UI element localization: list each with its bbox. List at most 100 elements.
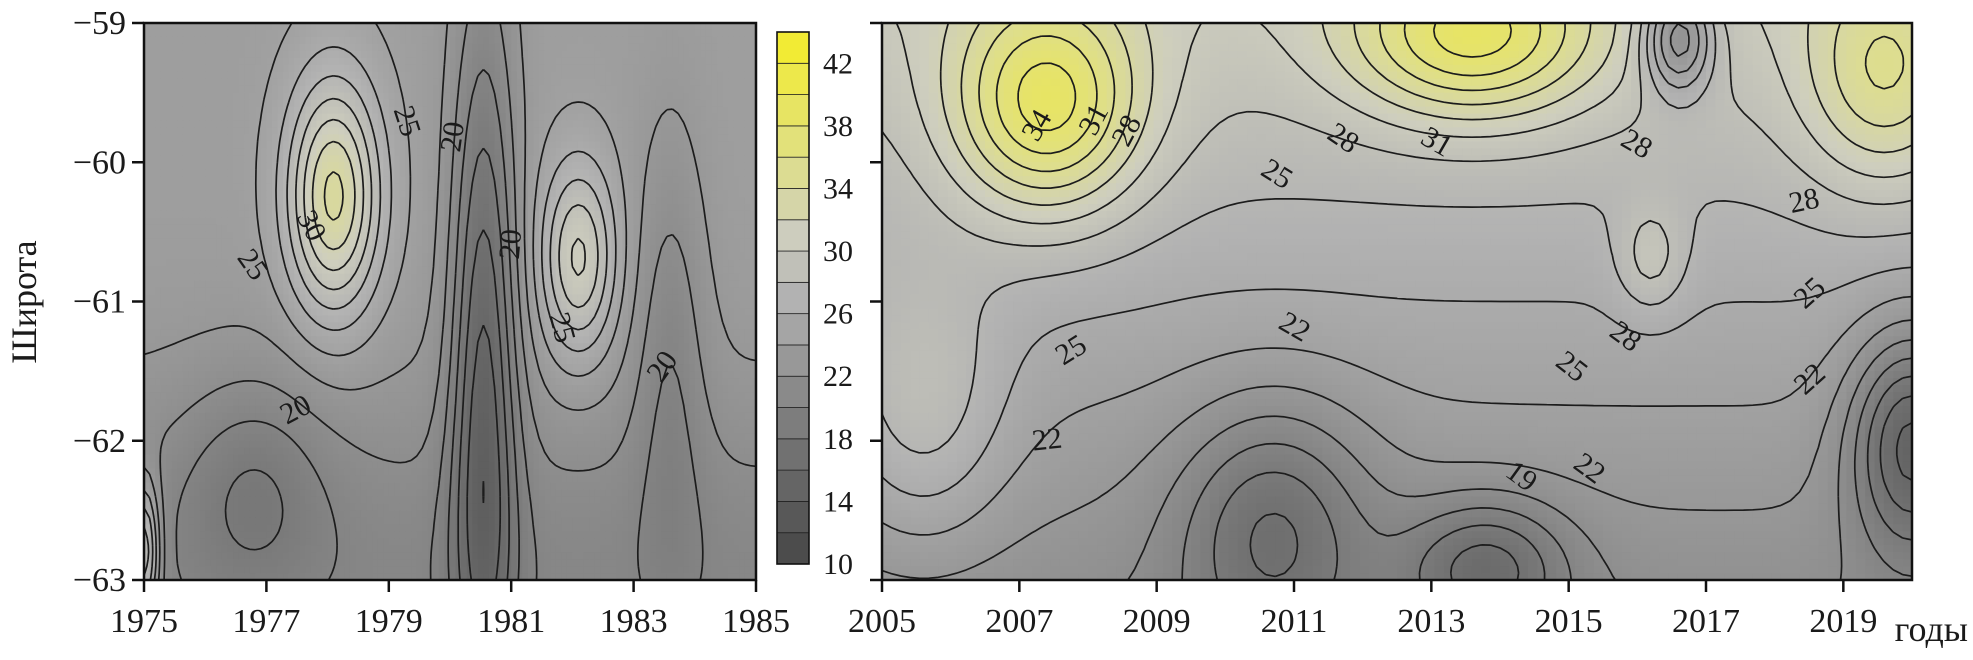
heatmap-cell	[477, 78, 484, 87]
heatmap-cell	[388, 92, 395, 101]
heatmap-cell	[349, 64, 357, 73]
heatmap-cell	[544, 217, 551, 226]
heatmap-cell	[288, 92, 295, 101]
heatmap-cell	[277, 162, 284, 170]
heatmap-cell	[377, 43, 384, 52]
heatmap-cell	[577, 204, 585, 212]
heatmap-cell	[544, 169, 551, 177]
heatmap-cell	[589, 245, 596, 254]
heatmap-cell	[355, 280, 362, 289]
heatmap-cell	[566, 71, 573, 80]
heatmap-cell	[622, 273, 629, 282]
heatmap-cell	[182, 127, 190, 135]
heatmap-cell	[650, 169, 657, 177]
heatmap-cell	[283, 238, 290, 247]
heatmap-cell	[583, 259, 590, 268]
heatmap-cell	[533, 29, 540, 38]
heatmap-cell	[728, 155, 735, 163]
heatmap-cell	[689, 57, 696, 66]
heatmap-cell	[227, 141, 234, 149]
heatmap-cell	[333, 155, 340, 163]
heatmap-cell	[605, 113, 612, 122]
heatmap-cell	[144, 287, 151, 296]
heatmap-cell	[589, 301, 596, 310]
heatmap-cell	[477, 29, 484, 38]
heatmap-cell	[283, 141, 290, 149]
heatmap-cell	[577, 43, 585, 52]
heatmap-cell	[722, 99, 729, 108]
heatmap-cell	[728, 92, 735, 101]
heatmap-cell	[472, 106, 479, 115]
heatmap-cell	[433, 301, 440, 310]
heatmap-cell	[689, 43, 696, 52]
heatmap-cell	[666, 210, 674, 219]
heatmap-cell	[544, 57, 551, 66]
heatmap-cell	[722, 217, 729, 226]
heatmap-cell	[422, 71, 429, 80]
heatmap-cell	[322, 78, 329, 87]
heatmap-cell	[589, 78, 596, 87]
heatmap-cell	[283, 315, 290, 323]
heatmap-cell	[438, 183, 446, 191]
heatmap-cell	[539, 134, 546, 142]
heatmap-cell	[644, 85, 651, 94]
heatmap-cell	[483, 141, 490, 149]
heatmap-cell	[672, 294, 679, 303]
heatmap-cell	[650, 252, 657, 261]
heatmap-cell	[689, 169, 696, 177]
heatmap-cell	[711, 210, 718, 219]
heatmap-cell	[166, 78, 173, 87]
heatmap-cell	[450, 176, 457, 184]
heatmap-cell	[427, 113, 434, 122]
heatmap-cell	[500, 23, 507, 31]
heatmap-cell	[349, 148, 357, 156]
heatmap-cell	[694, 29, 701, 38]
heatmap-cell	[750, 190, 756, 198]
heatmap-cell	[705, 155, 713, 163]
heatmap-cell	[344, 162, 351, 170]
heatmap-cell	[227, 273, 234, 282]
heatmap-cell	[600, 92, 607, 101]
heatmap-cell	[444, 294, 451, 303]
heatmap-cell	[717, 259, 724, 268]
heatmap-cell	[455, 294, 462, 303]
heatmap-cell	[372, 336, 379, 344]
heatmap-cell	[700, 120, 707, 129]
heatmap-cell	[628, 50, 635, 59]
heatmap-cell	[444, 64, 451, 73]
heatmap-cell	[233, 106, 240, 115]
heatmap-cell	[661, 190, 668, 198]
heatmap-cell	[366, 190, 373, 198]
heatmap-cell	[177, 190, 184, 198]
heatmap-cell	[633, 169, 640, 177]
heatmap-cell	[372, 231, 379, 240]
heatmap-cell	[477, 23, 484, 31]
heatmap-cell	[422, 210, 429, 219]
heatmap-cell	[194, 315, 201, 323]
heatmap-cell	[288, 217, 295, 226]
heatmap-cell	[516, 273, 523, 282]
heatmap-cell	[744, 266, 752, 275]
heatmap-cell	[722, 85, 729, 94]
heatmap-cell	[717, 273, 724, 282]
heatmap-cell	[494, 29, 501, 38]
heatmap-cell	[427, 259, 434, 268]
heatmap-cell	[644, 210, 651, 219]
heatmap-cell	[205, 259, 212, 268]
heatmap-cell	[338, 106, 345, 115]
heatmap-cell	[683, 64, 690, 73]
heatmap-cell	[216, 134, 223, 142]
heatmap-cell	[438, 141, 446, 149]
heatmap-cell	[700, 308, 707, 317]
heatmap-cell	[205, 127, 212, 135]
heatmap-cell	[605, 273, 612, 282]
heatmap-cell	[566, 113, 573, 122]
heatmap-cell	[255, 273, 262, 282]
heatmap-cell	[555, 120, 562, 129]
heatmap-cell	[661, 36, 668, 45]
heatmap-cell	[577, 224, 585, 233]
heatmap-cell	[566, 141, 573, 149]
heatmap-cell	[171, 57, 178, 66]
heatmap-cell	[739, 176, 746, 184]
heatmap-cell	[616, 78, 624, 87]
